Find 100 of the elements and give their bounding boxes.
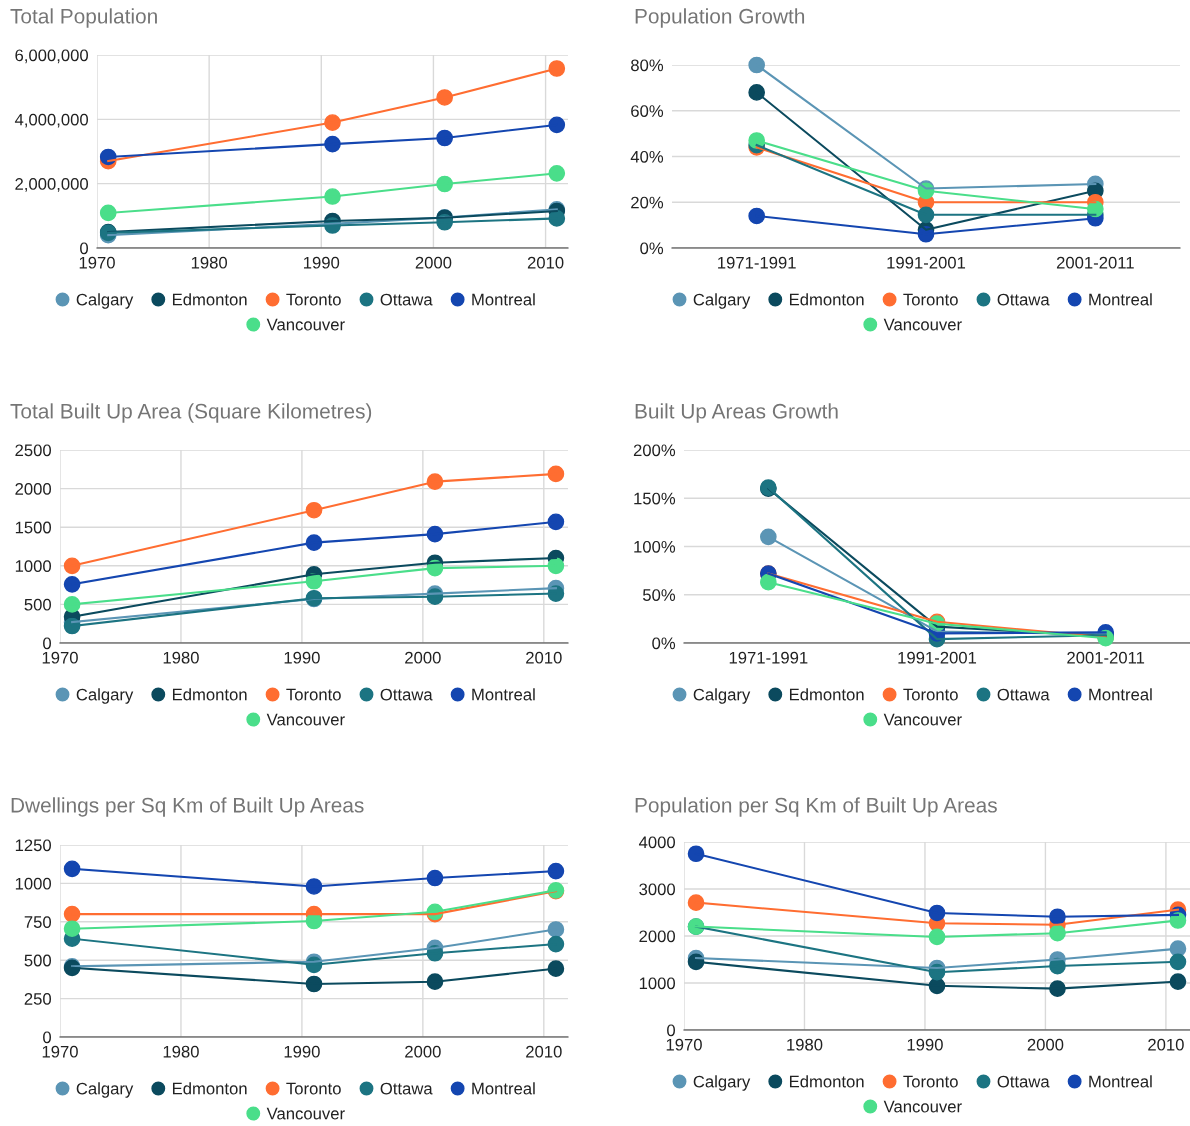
y-tick-label: 20% — [631, 196, 664, 209]
legend-label: Calgary — [693, 688, 751, 704]
y-tick-label: 0% — [652, 637, 676, 650]
legend-label: Vancouver — [266, 713, 345, 726]
point — [548, 165, 566, 182]
legend-label: Montreal — [1089, 293, 1152, 306]
x-tick-label: 1980 — [191, 256, 228, 269]
point — [548, 60, 566, 77]
chart-title: Population Growth — [635, 8, 805, 28]
point — [63, 575, 81, 593]
x-tick-label: 1971-1991 — [718, 256, 796, 269]
legend-label: Calgary — [693, 1075, 751, 1091]
x-tick-label: 2010 — [1148, 1038, 1184, 1051]
legend-label: Vancouver — [883, 318, 962, 331]
x-tick-label: 2000 — [415, 256, 452, 269]
x-tick-label: 2010 — [526, 1045, 562, 1058]
x-tick-label: 1990 — [284, 651, 320, 664]
y-tick-label: 500 — [24, 954, 52, 967]
y-tick-label: 2000 — [639, 930, 676, 943]
x-tick-label: 1991-2001 — [898, 651, 977, 664]
y-tick-label: 250 — [24, 993, 52, 1005]
y-tick-label: 60% — [631, 105, 664, 117]
y-tick-label: 0 — [80, 242, 89, 255]
y-tick-label: 0 — [43, 637, 52, 650]
x-tick-label: 1970 — [79, 256, 115, 269]
legend-label: Edmonton — [172, 688, 247, 701]
y-tick-label: 1000 — [15, 560, 52, 572]
x-tick-label: 1970 — [42, 651, 78, 664]
legend-label: Edmonton — [172, 1082, 247, 1095]
legend-label: Ottawa — [997, 688, 1050, 701]
y-tick-label: 80% — [631, 59, 664, 72]
legend-label: Ottawa — [997, 293, 1050, 306]
legend-label: Vancouver — [883, 1100, 962, 1113]
legend-label: Edmonton — [789, 1075, 864, 1088]
legend-label: Calgary — [76, 293, 134, 309]
x-tick-label: 1991-2001 — [887, 256, 966, 269]
legend-label: Edmonton — [789, 293, 864, 306]
y-tick-label: 40% — [630, 150, 664, 163]
legend-label: Calgary — [76, 688, 134, 704]
y-tick-label: 2000 — [15, 483, 52, 495]
y-tick-label: 100% — [634, 540, 676, 553]
point — [748, 56, 766, 74]
y-tick-label: 50% — [642, 589, 676, 601]
x-tick-label: 1980 — [787, 1038, 823, 1051]
legend-label: Ottawa — [380, 688, 433, 701]
y-tick-label: 0% — [640, 242, 664, 255]
x-tick-label: 1971-1991 — [729, 651, 808, 664]
legend-label: Montreal — [472, 293, 535, 306]
x-tick-label: 1980 — [163, 651, 199, 664]
y-tick-label: 4000 — [638, 836, 676, 849]
point — [547, 465, 565, 483]
legend-label: Calgary — [76, 1082, 134, 1098]
x-tick-label: 2001-2011 — [1056, 256, 1134, 269]
y-tick-label: 500 — [24, 598, 52, 611]
legend-label: Montreal — [472, 1082, 535, 1095]
chart-title: Dwellings per Sq Km of Built Up Areas — [11, 797, 364, 817]
x-tick-label: 2010 — [527, 256, 564, 269]
y-tick-label: 150% — [634, 492, 676, 505]
point — [687, 845, 705, 863]
legend-label: Ottawa — [997, 1075, 1050, 1088]
x-tick-label: 1990 — [304, 256, 340, 269]
legend-label: Montreal — [1089, 688, 1152, 701]
legend-label: Ottawa — [380, 293, 433, 306]
legend-label: Montreal — [472, 688, 535, 701]
x-tick-label: 2000 — [1027, 1038, 1064, 1051]
point — [748, 84, 766, 101]
y-tick-label: 750 — [24, 916, 52, 928]
x-tick-label: 1990 — [907, 1038, 943, 1051]
y-tick-label: 1000 — [15, 877, 52, 890]
legend-label: Vancouver — [266, 318, 345, 331]
legend-label: Edmonton — [789, 688, 864, 701]
legend-label: Montreal — [1089, 1075, 1152, 1088]
legend-label: Toronto — [286, 1082, 341, 1095]
x-tick-label: 2000 — [405, 651, 441, 664]
legend-label: Toronto — [903, 688, 958, 701]
x-tick-label: 1990 — [284, 1045, 320, 1058]
x-tick-label: 1980 — [163, 1045, 199, 1058]
y-tick-label: 2500 — [15, 444, 52, 457]
x-tick-label: 1970 — [666, 1038, 702, 1051]
legend-label: Edmonton — [172, 293, 247, 306]
chart-title: Total Population — [10, 8, 157, 28]
y-tick-label: 6,000,000 — [15, 49, 89, 64]
chart-title: Built Up Areas Growth — [635, 403, 838, 423]
y-tick-label: 2,000,000 — [15, 178, 89, 192]
legend-label: Toronto — [286, 688, 341, 701]
y-tick-label: 200% — [633, 444, 676, 457]
chart-title: Total Built Up Area (Square Kilometres) — [10, 403, 372, 423]
chart-title: Population per Sq Km of Built Up Areas — [635, 797, 997, 817]
y-tick-label: 3000 — [639, 883, 676, 896]
x-tick-label: 2010 — [526, 651, 562, 664]
legend-label: Toronto — [903, 1075, 958, 1088]
x-tick-label: 2000 — [405, 1045, 441, 1058]
legend-label: Vancouver — [883, 713, 962, 726]
point — [547, 960, 565, 977]
y-tick-label: 1250 — [15, 839, 52, 852]
legend-label: Toronto — [903, 293, 958, 306]
y-tick-label: 4,000,000 — [14, 113, 89, 128]
x-tick-label: 2001-2011 — [1067, 651, 1145, 664]
x-tick-label: 1970 — [42, 1045, 78, 1058]
y-tick-label: 1500 — [15, 521, 52, 534]
